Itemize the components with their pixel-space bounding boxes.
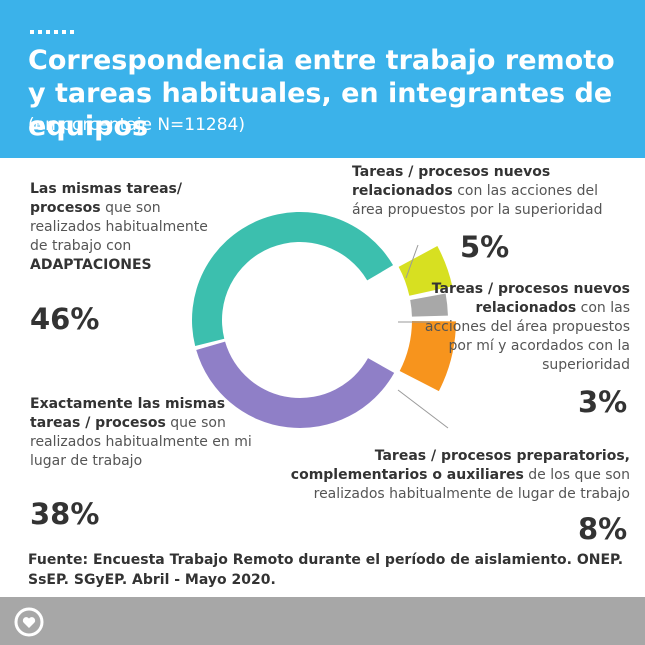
slice-value-5: 5% — [460, 230, 510, 264]
slice-value-38: 38% — [30, 497, 100, 531]
slice-label-3: Tareas / procesos nuevos relacionados co… — [418, 280, 630, 375]
slice-label-3-rest: con las acciones del área propuestos por… — [424, 300, 630, 373]
slice-label-3-bold: Tareas / procesos nuevos relacionados — [431, 281, 630, 316]
slice-label-5-rest: con las acciones del área propuestos por… — [352, 183, 603, 218]
slice-label-46-bold: Las mismas tareas/ procesos — [30, 181, 182, 216]
slice-label-38: Exactamente las mismas tareas / procesos… — [30, 395, 265, 471]
leader-line-8 — [397, 389, 449, 429]
header-banner: Correspondencia entre trabajo remoto y t… — [0, 0, 645, 158]
donut-slice-3 — [410, 293, 448, 317]
slice-label-46: Las mismas tareas/ procesos que son real… — [30, 180, 210, 275]
donut-slice-38 — [196, 341, 395, 428]
slice-value-3: 3% — [578, 385, 628, 419]
decorative-dots — [30, 30, 74, 34]
page-title: Correspondencia entre trabajo remoto y t… — [28, 45, 615, 142]
footer-bar — [0, 597, 645, 645]
heart-circle-icon — [14, 607, 44, 637]
leader-line-5 — [405, 244, 419, 279]
slice-label-5-bold: Tareas / procesos nuevos relacionados — [352, 164, 551, 199]
slice-label-38-bold: Exactamente las mismas tareas / procesos — [30, 396, 226, 431]
slice-label-8-rest: de los que son realizados habitualmente … — [313, 467, 630, 502]
donut-slice-5 — [398, 246, 453, 296]
slice-label-46-rest: que son realizados habitualmente de trab… — [30, 200, 208, 254]
slice-label-8-bold: Tareas / procesos preparatorios, complem… — [290, 448, 630, 483]
slice-label-46-bold2: ADAPTACIONES — [30, 257, 152, 273]
donut-slice-46 — [191, 211, 394, 346]
slice-label-38-rest: que son realizados habitualmente en mi l… — [30, 415, 252, 469]
slice-value-46: 46% — [30, 302, 100, 336]
page-subtitle: (en porcentaje N=11284) — [28, 115, 245, 135]
slice-value-8: 8% — [578, 512, 628, 546]
source-note: Fuente: Encuesta Trabajo Remoto durante … — [28, 552, 624, 588]
slice-label-8: Tareas / procesos preparatorios, complem… — [288, 447, 630, 504]
donut-slice-8 — [399, 320, 456, 392]
slice-label-5: Tareas / procesos nuevos relacionados co… — [352, 163, 612, 220]
